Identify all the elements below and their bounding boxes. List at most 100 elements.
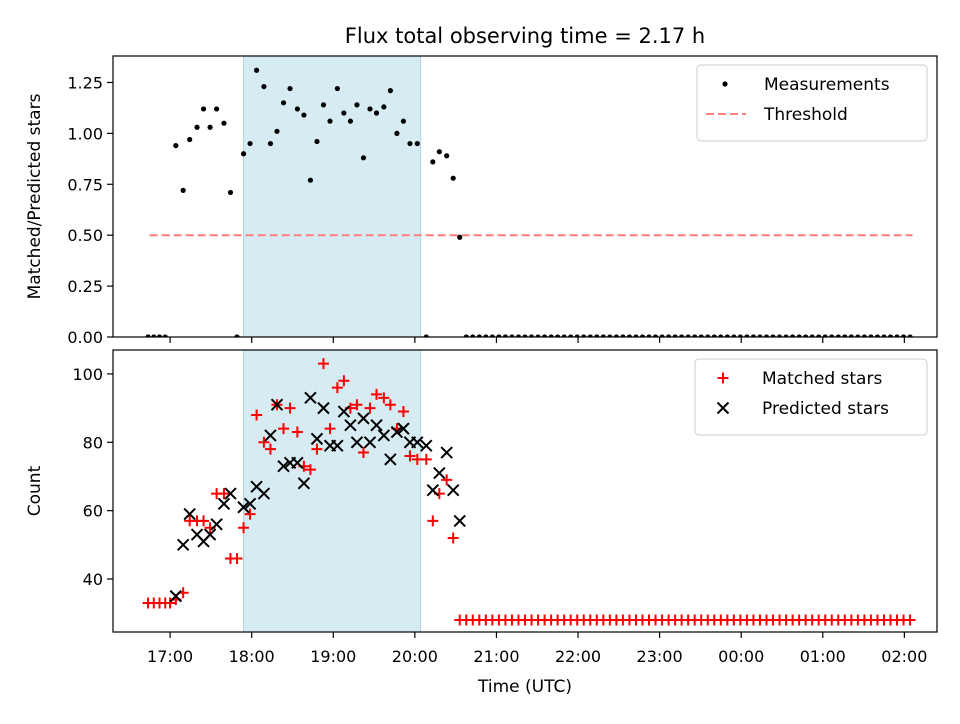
measurement-point — [457, 234, 463, 240]
predicted-stars-point — [217, 497, 231, 511]
matched-stars-point — [317, 358, 329, 370]
measurement-point — [855, 334, 861, 337]
matched-stars-point — [244, 508, 256, 520]
predicted-stars-point — [176, 538, 190, 552]
measurement-point — [476, 334, 482, 337]
predicted-stars-point — [237, 501, 250, 514]
y-tick-label: 60 — [83, 502, 103, 521]
matched-stars-point — [441, 474, 453, 486]
measurement-point — [587, 334, 593, 337]
measurement-point — [718, 334, 724, 337]
measurement-point — [842, 334, 848, 337]
measurement-point — [535, 334, 541, 337]
matched-stars-point — [371, 388, 383, 400]
measurement-point — [387, 88, 393, 94]
matched-stars-point — [264, 443, 276, 455]
y-tick-label: 40 — [83, 570, 103, 589]
measurement-point — [835, 334, 841, 337]
matched-stars-point — [447, 532, 459, 544]
x-tick-label: 00:00 — [718, 647, 764, 666]
y-tick-label: 1.00 — [67, 124, 103, 143]
measurement-point — [894, 334, 900, 337]
measurement-point — [692, 334, 698, 337]
matched-stars-point — [304, 464, 316, 476]
predicted-stars-point — [203, 528, 217, 541]
measurement-point — [881, 334, 887, 337]
measurement-point — [809, 334, 815, 337]
measurement-point — [247, 140, 253, 147]
measurement-point — [763, 334, 770, 337]
legend-label: Matched stars — [762, 369, 882, 389]
legend-box — [694, 358, 928, 436]
measurement-point — [750, 334, 757, 337]
matched-stars-point — [331, 382, 343, 394]
matched-stars-point — [311, 443, 323, 455]
chart-title: Flux total observing time = 2.17 h — [345, 24, 705, 48]
matched-stars-point — [364, 402, 376, 414]
measurement-point — [724, 334, 730, 337]
legend-label: Measurements — [764, 75, 890, 95]
measurement-point — [214, 106, 220, 112]
measurement-point — [574, 334, 580, 337]
predicted-stars-point — [411, 436, 424, 449]
measurement-point — [253, 67, 260, 73]
measurement-point — [450, 175, 456, 181]
predicted-stars-point — [426, 483, 440, 497]
measurement-point — [659, 334, 665, 337]
measurement-point — [173, 142, 179, 149]
measurement-point — [561, 334, 567, 337]
matched-stars-point — [357, 447, 369, 459]
y-tick-label: 1.25 — [67, 73, 103, 92]
measurement-point — [522, 334, 528, 337]
predicted-stars-point — [433, 466, 446, 480]
counts-panel: 40 60 80 100 17:00 18:00 19:00 20:00 21:00 22:00 2… — [25, 349, 938, 666]
measurement-point — [874, 334, 881, 337]
matched-stars-point — [384, 399, 396, 411]
measurement-point — [502, 334, 509, 337]
predicted-stars-point — [357, 412, 370, 425]
legend-label: Threshold — [763, 105, 848, 125]
predicted-stars-point — [224, 487, 237, 500]
legend: Matched stars Predicted stars — [694, 358, 928, 436]
measurement-point — [600, 334, 606, 337]
predicted-stars-point — [317, 401, 330, 415]
measurement-point — [528, 334, 535, 337]
ratio-panel: 0.00 0.25 0.50 0.75 1.00 1.25 Matched/Predicte… — [25, 55, 938, 347]
measurement-point — [737, 334, 743, 337]
measurement-point — [320, 102, 327, 108]
predicted-stars-point — [169, 589, 183, 603]
measurement-point — [307, 177, 314, 183]
matched-stars-point — [404, 450, 416, 462]
predicted-stars-point — [277, 460, 290, 473]
measurement-point — [698, 334, 704, 337]
measurement-point — [234, 334, 240, 337]
matched-stars-point — [278, 423, 290, 435]
measurement-point — [483, 334, 489, 337]
data-points — [142, 358, 916, 626]
x-tick-label: 02:00 — [881, 647, 927, 666]
legend-marker — [722, 81, 728, 87]
measurement-point — [783, 334, 789, 337]
matched-stars-point — [324, 423, 336, 435]
observing-interval-shade — [243, 349, 422, 633]
x-tick-label: 20:00 — [392, 647, 438, 666]
matched-stars-point — [238, 522, 250, 534]
y-axis-label: Count — [25, 465, 45, 516]
measurement-point — [620, 334, 626, 337]
matched-stars-point — [378, 392, 390, 404]
predicted-stars-point — [384, 453, 397, 466]
measurement-point — [347, 118, 354, 124]
predicted-stars-point — [377, 429, 391, 442]
measurement-point — [900, 334, 907, 337]
measurement-point — [816, 334, 822, 337]
predicted-stars-point — [440, 446, 453, 459]
x-tick-label: 23:00 — [637, 647, 683, 666]
measurement-point — [267, 140, 274, 147]
measurement-point — [548, 334, 554, 337]
predicted-stars-point — [183, 507, 196, 521]
matched-stars-point — [251, 409, 263, 421]
measurement-point — [301, 112, 307, 118]
measurement-point — [463, 334, 469, 337]
measurement-point — [868, 334, 874, 337]
